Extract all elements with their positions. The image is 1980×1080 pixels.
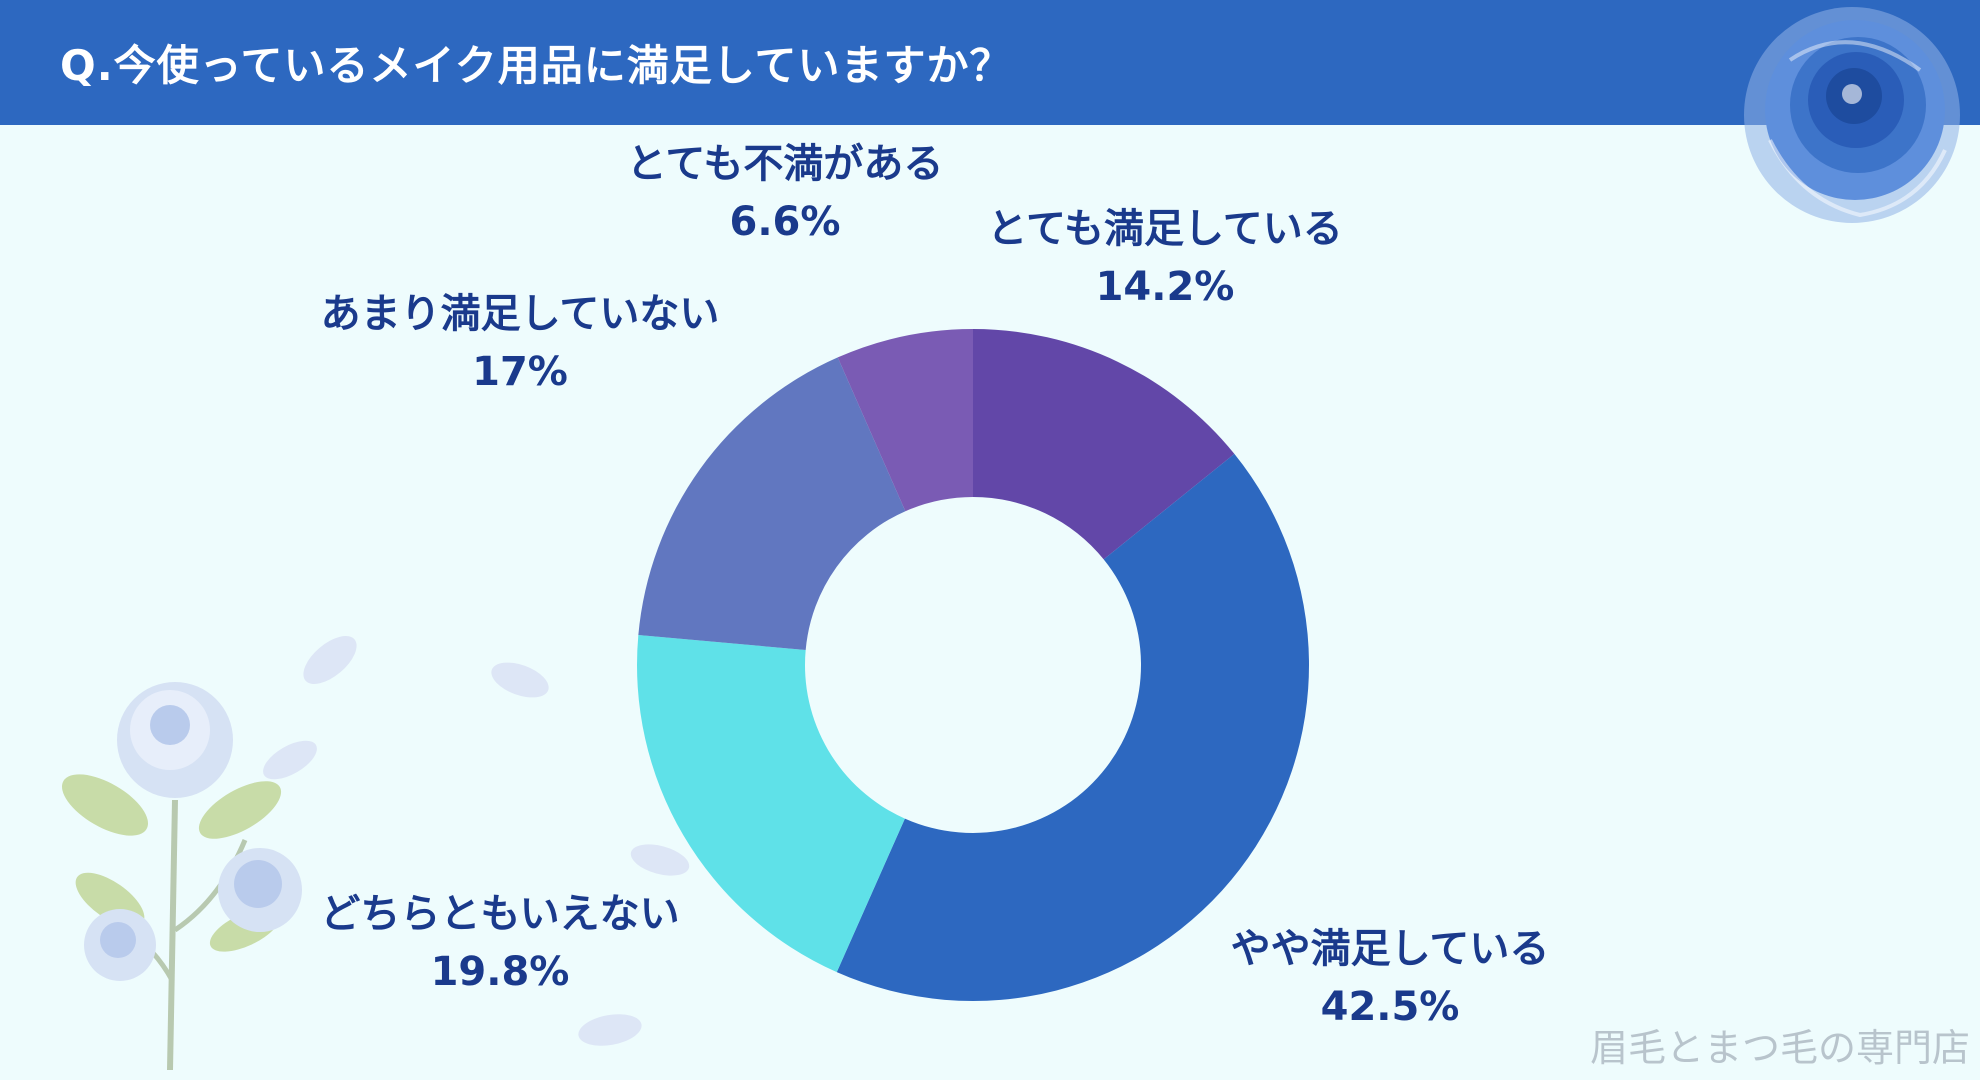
label-somewhat-dissatisfied: あまり満足していない 17%	[321, 285, 720, 401]
label-very-satisfied: とても満足している 14.2%	[987, 200, 1343, 316]
label-somewhat-satisfied: やや満足している 42.5%	[1231, 920, 1550, 1036]
label-neutral-value: 19.8%	[430, 949, 570, 995]
label-very-dissatisfied: とても不満がある 6.6%	[627, 135, 944, 251]
label-very-satisfied-name: とても満足している	[987, 206, 1343, 252]
blue-rose-decoration	[1744, 7, 1960, 223]
title-bar	[0, 0, 1980, 125]
slice-somewhat-dissatisfied	[638, 357, 906, 650]
label-somewhat-satisfied-value: 42.5%	[1320, 984, 1460, 1030]
label-very-dissatisfied-name: とても不満がある	[626, 141, 944, 187]
label-somewhat-dissatisfied-value: 17%	[472, 349, 568, 395]
label-somewhat-dissatisfied-name: あまり満足していない	[320, 291, 720, 337]
label-neutral-name: どちらともいえない	[320, 891, 680, 937]
slice-somewhat-satisfied	[836, 453, 1309, 1001]
watermark-text: 眉毛とまつ毛の専門店	[1589, 1026, 1970, 1070]
label-very-satisfied-value: 14.2%	[1095, 264, 1235, 310]
label-somewhat-satisfied-name: やや満足している	[1230, 926, 1550, 972]
slice-very-dissatisfied	[837, 329, 973, 512]
white-rose-decoration	[62, 636, 690, 1071]
label-very-dissatisfied-value: 6.6%	[729, 199, 841, 245]
slice-very-satisfied	[973, 329, 1235, 560]
slice-neutral	[637, 634, 905, 973]
label-neutral: どちらともいえない 19.8%	[320, 885, 679, 1001]
chart-title: Q.今使っているメイク用品に満足していますか？	[60, 41, 1013, 90]
